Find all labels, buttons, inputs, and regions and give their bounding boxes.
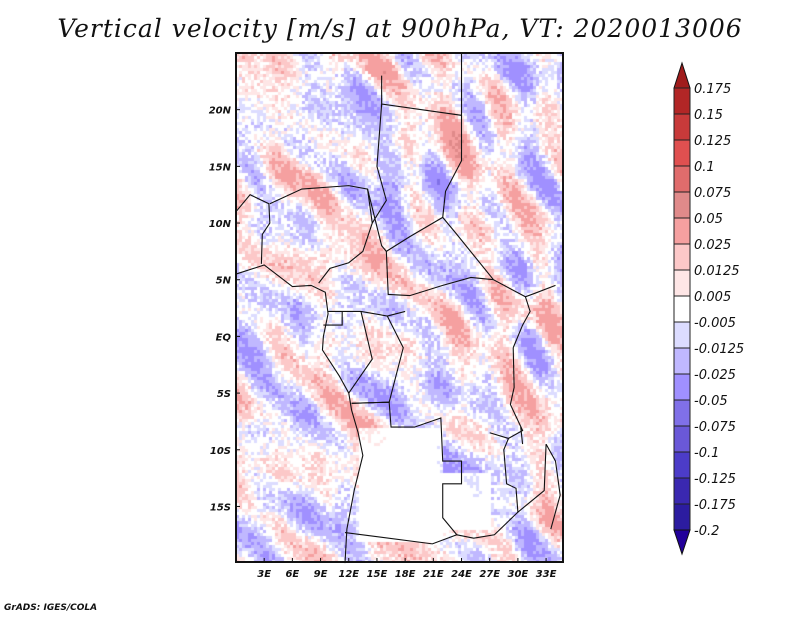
colorbar-box [673,399,691,427]
colorbar-box [673,113,691,141]
colorbar-label: 0.175 [694,82,731,97]
colorbar-box [673,373,691,401]
x-tick-label: 18E [395,569,416,580]
country-border [323,311,343,326]
country-border [235,264,364,564]
colorbar-label: -0.075 [694,420,736,435]
country-border [381,53,463,116]
colorbar-min-triangle [673,529,691,556]
country-border [503,347,547,514]
colorbar-box [673,165,691,193]
country-border [520,427,524,445]
colorbar-box [673,87,691,115]
y-tick-label: EQ [216,332,232,343]
country-border [442,115,463,218]
country-border [456,511,519,539]
colorbar-label: 0.075 [694,186,731,201]
y-tick-label: 15N [209,162,232,173]
country-border [269,185,373,284]
x-tick-label: 27E [479,569,500,580]
map-borders [235,53,561,564]
colorbar-box [673,451,691,479]
colorbar-label: -0.2 [694,524,719,539]
colorbar-box [673,477,691,505]
colorbar-max-triangle [673,61,691,89]
y-tick-label: 5S [217,389,231,400]
map-frame [235,52,564,563]
y-tick-label: 10S [210,446,231,457]
colorbar: 0.175 0.15 0.125 0.1 0.075 0.05 0.025 0.0125 0.0… [673,61,744,556]
grads-credit: GrADS: IGES/COLA [4,603,98,613]
colorbar-box [673,295,691,323]
country-border [351,315,404,404]
longitude-axis: 3E 6E 9E 12E 15E 18E 21E 24E 27E 30E 33E [257,558,557,580]
colorbar-box [673,321,691,349]
x-tick-label: 24E [451,569,472,580]
latitude-axis: 20N 15N 10N 5N EQ 5S 10S 15S [209,106,240,513]
x-tick-label: 9E [314,569,328,580]
colorbar-label: 0.005 [694,290,731,305]
y-tick-label: 15S [210,502,231,513]
colorbar-box [673,425,691,453]
x-tick-label: 12E [338,569,359,580]
plot-title: Vertical velocity [m/s] at 900hPa, VT: 2… [57,14,743,43]
country-border [235,194,271,264]
country-border [367,188,556,298]
country-border [328,310,406,317]
colorbar-label: 0.0125 [694,264,740,279]
colorbar-box [673,139,691,167]
country-border [348,311,373,394]
colorbar-label: 0.025 [694,238,731,253]
vertical-velocity-field [236,53,563,562]
y-tick-label: 5N [216,276,232,287]
x-tick-label: 21E [423,569,444,580]
colorbar-label: -0.175 [694,498,736,513]
colorbar-box [673,217,691,245]
x-tick-label: 30E [508,569,529,580]
country-border [385,251,494,297]
country-border [512,296,531,348]
country-border [344,401,463,545]
colorbar-box [673,191,691,219]
colorbar-label: -0.0125 [694,342,744,357]
colorbar-label: -0.025 [694,368,736,383]
y-tick-label: 10N [209,219,232,230]
colorbar-label: -0.05 [694,394,728,409]
country-border [371,103,387,224]
colorbar-box [673,243,691,271]
x-tick-label: 6E [285,569,299,580]
colorbar-label: 0.05 [694,212,723,227]
y-tick-label: 20N [209,106,232,117]
colorbar-box [673,269,691,297]
colorbar-label: 0.15 [694,108,723,123]
x-tick-label: 33E [536,569,557,580]
colorbar-label: -0.005 [694,316,736,331]
country-border [489,432,509,439]
colorbar-label: -0.1 [694,446,719,461]
x-tick-label: 3E [257,569,271,580]
colorbar-box [673,503,691,531]
colorbar-label: 0.1 [694,160,715,175]
colorbar-label: 0.125 [694,134,731,149]
x-tick-label: 15E [367,569,388,580]
colorbar-label: -0.125 [694,472,736,487]
country-border [545,443,561,530]
colorbar-box [673,347,691,375]
